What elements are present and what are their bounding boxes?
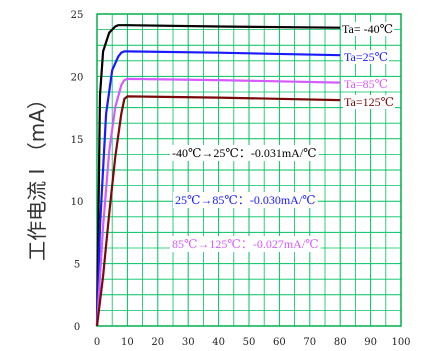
series-label: Ta=125℃ xyxy=(344,95,394,109)
y-tick-label: 5 xyxy=(74,260,80,271)
x-tick-label: 60 xyxy=(273,337,286,348)
series-label-bg xyxy=(343,77,390,91)
annotation-text: 85℃→125℃：-0.027mA/℃ xyxy=(172,237,319,251)
annotation-text: -40℃→25℃：-0.031mA/℃ xyxy=(172,146,317,160)
annotation-bg xyxy=(173,192,318,208)
y-axis-label: 工作电流 I （mA） xyxy=(25,89,49,261)
series-label-bg xyxy=(343,50,390,64)
x-tick-label: 10 xyxy=(121,337,134,348)
y-tick-label: 20 xyxy=(71,72,84,83)
series-label-bg xyxy=(341,22,395,36)
x-tick-label: 20 xyxy=(151,337,164,348)
series-label: Ta= -40℃ xyxy=(342,22,393,36)
x-tick-label: 70 xyxy=(303,337,316,348)
y-tick-label: 15 xyxy=(71,135,84,146)
annotation-text: 25℃→85℃：-0.030mA/℃ xyxy=(175,193,316,207)
y-tick-label: 10 xyxy=(71,197,84,208)
series-line xyxy=(95,24,341,327)
x-tick-labels: 0 10 20 30 40 50 60 70 80 90 100 xyxy=(94,337,411,348)
series-label: Ta=25℃ xyxy=(344,50,388,64)
series-labels: Ta= -40℃ Ta=25℃ Ta=85℃ Ta=125℃ xyxy=(341,22,396,109)
series-label: Ta=85℃ xyxy=(344,77,388,91)
x-tick-label: 30 xyxy=(182,337,195,348)
annotation-bg xyxy=(170,236,321,252)
annotation-bg xyxy=(170,145,319,161)
plot-frame xyxy=(96,13,402,327)
x-tick-label: 40 xyxy=(212,337,225,348)
series-lines xyxy=(95,24,341,327)
y-tick-labels: 0 5 10 15 20 25 xyxy=(71,10,84,333)
x-tick-label: 0 xyxy=(94,337,100,348)
x-tick-label: 50 xyxy=(243,337,256,348)
y-tick-label: 0 xyxy=(74,322,80,333)
series-line xyxy=(95,50,341,327)
x-tick-label: 90 xyxy=(364,337,377,348)
annotations: -40℃→25℃：-0.031mA/℃ 25℃→85℃：-0.030mA/℃ 85℃… xyxy=(170,145,321,252)
y-tick-label: 25 xyxy=(71,10,84,21)
series-label-bg xyxy=(343,95,396,109)
series-line xyxy=(95,77,341,327)
x-tick-label: 100 xyxy=(391,337,410,348)
x-tick-label: 80 xyxy=(334,337,347,348)
series-line xyxy=(95,95,341,327)
